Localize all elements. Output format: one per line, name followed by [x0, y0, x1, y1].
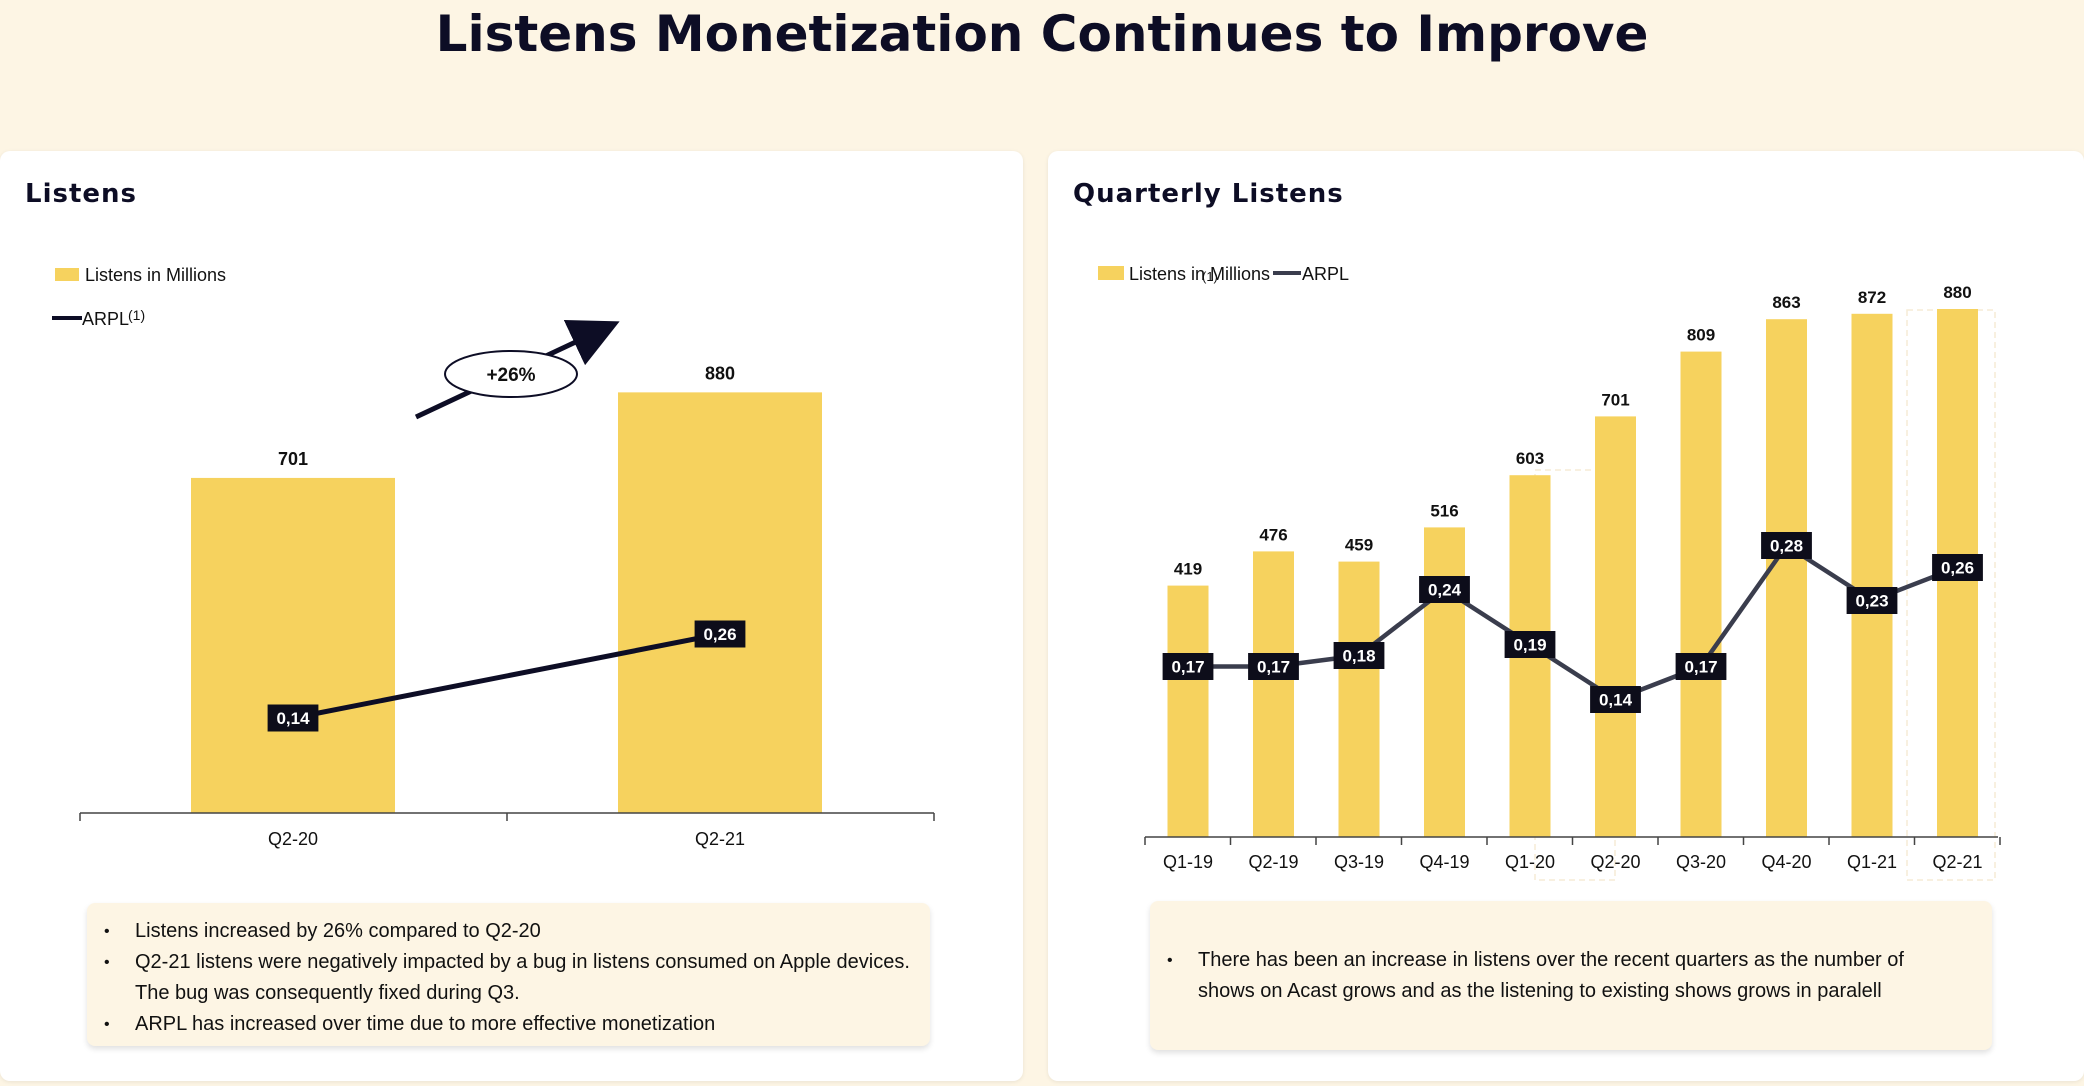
x-tick-label: Q2-21: [695, 829, 745, 849]
bar-value-label: 701: [278, 449, 308, 469]
legend-line-label: ARPL: [82, 309, 129, 329]
bar-value-label: 809: [1687, 326, 1715, 345]
arpl-value-label-bg: [1846, 587, 1898, 614]
note-item: Listens increased by 26% compared to Q2-…: [87, 916, 910, 947]
bar-Q4-19: [1424, 527, 1465, 837]
arpl-value-label-bg: [1248, 653, 1299, 680]
quarterly-listens-chart: Listens in Millions(1) ARPL 419 476 459 516 60…: [1098, 264, 2001, 881]
arpl-line: [1188, 543, 1959, 702]
legend-bar-swatch: [55, 268, 79, 281]
note-item: ARPL has increased over time due to more…: [87, 1009, 910, 1040]
x-tick-label: Q1-19: [1163, 852, 1213, 872]
arpl-value-label: 0,14: [1599, 691, 1633, 710]
arpl-value-label: 0,14: [276, 709, 310, 728]
legend-line-label: ARPL: [1302, 264, 1349, 284]
arpl-value-label: 0,19: [1513, 636, 1546, 655]
arpl-value-label-bg: [1590, 686, 1641, 713]
bar-Q2-21: [618, 392, 822, 813]
arpl-value-label: 0,26: [703, 625, 736, 644]
arpl-value-label-bg: [694, 620, 746, 648]
legend-bar-swatch: [1098, 266, 1124, 280]
x-tick-label: Q4-19: [1419, 852, 1469, 872]
bar-value-label: 872: [1858, 288, 1886, 307]
left-chart-title: Listens: [25, 179, 138, 209]
bar-value-label: 880: [705, 363, 735, 383]
arpl-value-label: 0,17: [1257, 658, 1290, 677]
right-notes-box: There has been an increase in listens ov…: [1150, 901, 1992, 1050]
arpl-line: [292, 631, 721, 721]
left-notes-box: Listens increased by 26% compared to Q2-…: [87, 903, 930, 1046]
arpl-value-label-bg: [1162, 653, 1214, 680]
x-tick-label: Q1-21: [1847, 852, 1897, 872]
bar-Q2-20: [191, 477, 395, 813]
bar-value-label: 419: [1174, 560, 1202, 579]
legend-superscript: (1): [1202, 269, 1218, 284]
arpl-value-label: 0,28: [1770, 537, 1803, 556]
arpl-value-label: 0,24: [1428, 581, 1462, 600]
x-tick-label: Q3-20: [1676, 852, 1726, 872]
x-tick-label: Q2-20: [1590, 852, 1640, 872]
arpl-value-label-bg: [1504, 631, 1556, 658]
x-tick-label: Q3-19: [1334, 852, 1384, 872]
x-tick-label: Q2-21: [1932, 852, 1982, 872]
bar-value-label: 863: [1772, 293, 1800, 312]
bar-value-label: 701: [1601, 390, 1629, 409]
bar-value-label: 459: [1345, 536, 1373, 555]
arpl-value-label: 0,18: [1342, 647, 1375, 666]
arpl-value-label: 0,26: [1941, 559, 1974, 578]
bar-value-label: 476: [1259, 525, 1287, 544]
bar-Q3-19: [1338, 561, 1380, 837]
arpl-value-label: 0,17: [1684, 658, 1717, 677]
x-tick-label: Q1-20: [1505, 852, 1555, 872]
bar-Q3-20: [1680, 351, 1722, 837]
listens-chart: Listens in Millions ARPL(1) 701 880 Q2-20 Q2-…: [52, 265, 935, 849]
bar-value-label: 516: [1430, 501, 1458, 520]
arpl-value-label-bg: [1932, 554, 1983, 581]
bar-value-label: 603: [1516, 449, 1544, 468]
bar-Q1-19: [1167, 585, 1209, 837]
bar-Q1-21: [1851, 313, 1893, 837]
x-tick-label: Q2-19: [1248, 852, 1298, 872]
x-tick-label: Q4-20: [1761, 852, 1811, 872]
arpl-value-label: 0,17: [1171, 658, 1204, 677]
bar-Q4-20: [1766, 319, 1807, 837]
growth-annotation: +26%: [486, 365, 535, 386]
arpl-value-label-bg: [1761, 532, 1812, 559]
arpl-value-label-bg: [267, 704, 319, 732]
bar-value-label: 880: [1943, 283, 1971, 302]
x-tick-label: Q2-20: [268, 829, 318, 849]
arpl-value-label-bg: [1675, 653, 1727, 680]
legend-bar-label: Listens in Millions: [1129, 264, 1270, 284]
legend-superscript: (1): [128, 307, 145, 323]
growth-ellipse: [444, 350, 578, 398]
page-title: Listens Monetization Continues to Improv…: [435, 5, 1649, 63]
note-item: Q2-21 listens were negatively impacted b…: [87, 947, 910, 1009]
arpl-value-label-bg: [1419, 576, 1470, 603]
legend-bar-label: Listens in Millions: [85, 265, 226, 285]
bar-Q2-19: [1253, 551, 1294, 837]
right-chart-title: Quarterly Listens: [1073, 179, 1344, 209]
bar-Q2-20: [1595, 416, 1636, 837]
note-item: There has been an increase in listens ov…: [1150, 945, 1952, 1007]
arpl-value-label: 0,23: [1855, 592, 1888, 611]
arpl-value-label-bg: [1333, 642, 1385, 669]
